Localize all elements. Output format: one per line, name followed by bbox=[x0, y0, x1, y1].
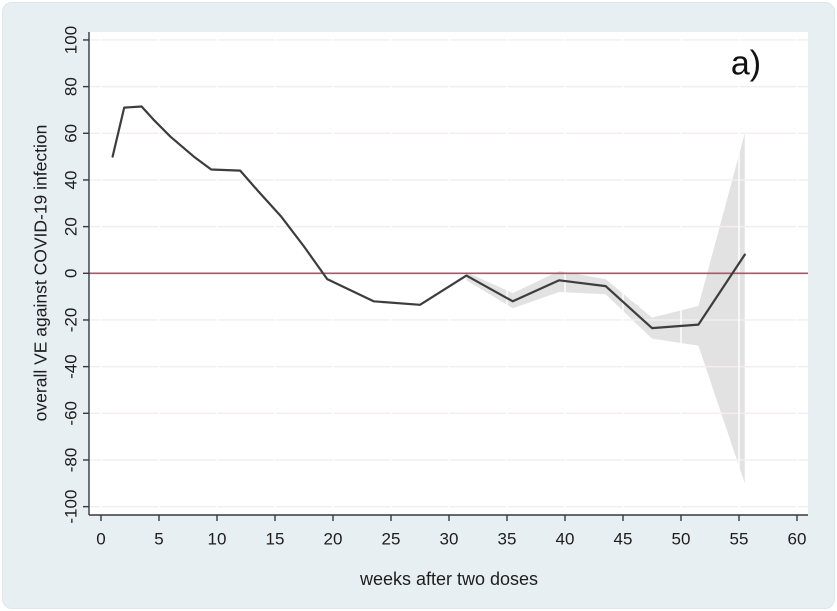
svg-text:35: 35 bbox=[498, 530, 517, 549]
svg-text:40: 40 bbox=[556, 530, 575, 549]
svg-text:40: 40 bbox=[61, 171, 80, 190]
svg-text:50: 50 bbox=[672, 530, 691, 549]
svg-text:60: 60 bbox=[788, 530, 807, 549]
ve-line bbox=[111, 105, 746, 330]
svg-text:-40: -40 bbox=[62, 354, 81, 379]
svg-text:30: 30 bbox=[440, 530, 459, 549]
svg-text:10: 10 bbox=[208, 530, 227, 549]
x-axis-ticks bbox=[100, 515, 798, 521]
svg-text:20: 20 bbox=[324, 530, 343, 549]
svg-text:-20: -20 bbox=[61, 308, 80, 333]
svg-text:-100: -100 bbox=[62, 490, 81, 524]
svg-text:55: 55 bbox=[730, 530, 749, 549]
svg-text:0: 0 bbox=[62, 269, 81, 278]
svg-text:100: 100 bbox=[61, 26, 80, 54]
svg-text:60: 60 bbox=[61, 124, 80, 143]
svg-text:15: 15 bbox=[266, 530, 285, 549]
y-tick-labels: 100 80 60 40 20 0 -20 -40 -60 -80 -100 bbox=[61, 26, 80, 524]
svg-text:25: 25 bbox=[382, 530, 401, 549]
svg-text:80: 80 bbox=[62, 77, 81, 96]
svg-text:0: 0 bbox=[96, 530, 105, 549]
y-axis-title: overall VE against COVID-19 infection bbox=[30, 124, 51, 422]
svg-text:45: 45 bbox=[614, 530, 633, 549]
panel-label: a) bbox=[730, 44, 762, 83]
svg-text:20: 20 bbox=[62, 217, 81, 236]
svg-text:-60: -60 bbox=[62, 401, 81, 426]
y-axis-ticks bbox=[83, 39, 89, 508]
x-tick-labels: 0 5 10 15 20 25 30 35 40 45 50 55 60 bbox=[96, 530, 806, 549]
svg-text:-80: -80 bbox=[61, 448, 80, 473]
x-axis-title: weeks after two doses bbox=[359, 569, 539, 589]
svg-text:5: 5 bbox=[154, 530, 163, 549]
